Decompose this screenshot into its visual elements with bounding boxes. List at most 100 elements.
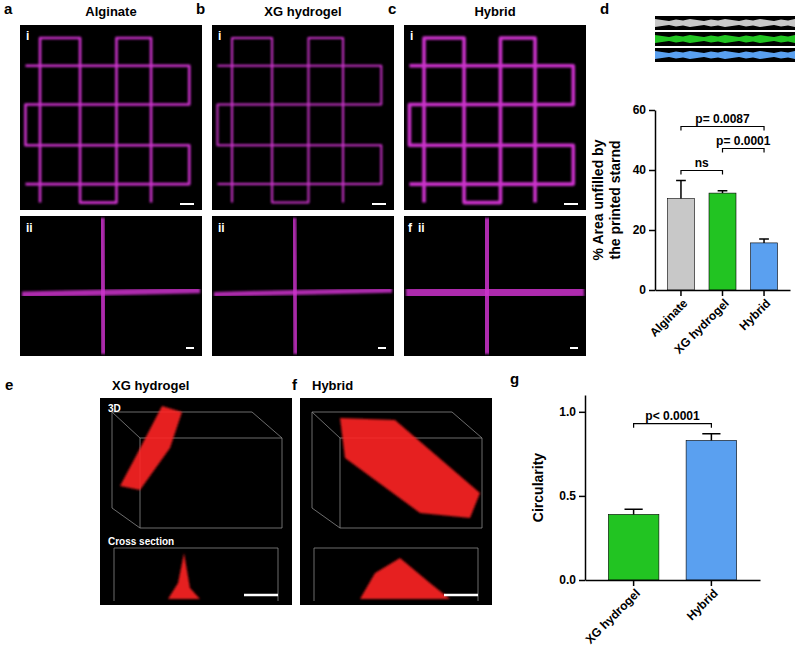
- y-axis: 0 20 40 60: [633, 103, 656, 297]
- volume-frame: [312, 508, 340, 528]
- significance-bracket: [723, 149, 765, 153]
- strand-image-background: [655, 16, 795, 30]
- printed-strand: [217, 66, 381, 184]
- tick-label: 20: [633, 223, 647, 237]
- scale-bar: [444, 594, 478, 597]
- significance-bracket: [634, 424, 712, 428]
- panel-letter: e: [5, 376, 13, 393]
- tick: 0: [639, 283, 655, 297]
- panel-a: aAlginateiii: [4, 0, 202, 356]
- volume-frame: [452, 412, 482, 438]
- annotation: ns: [695, 156, 709, 170]
- tick-mark: [722, 290, 724, 296]
- bar: [709, 193, 736, 290]
- tick: 20: [633, 223, 655, 237]
- chart: g0.00.51.0XG hydrogelHybridCircularityp<…: [510, 370, 761, 647]
- tick: 0.0: [559, 573, 585, 587]
- micrograph-background: [404, 216, 586, 356]
- volume-frame: [478, 548, 479, 601]
- tick: Hybrid: [684, 580, 721, 623]
- bar: [751, 243, 778, 290]
- strand-volume: [120, 406, 182, 490]
- tick: 40: [633, 163, 655, 177]
- volume-frame: [312, 412, 340, 438]
- strand-image: [655, 35, 795, 43]
- view-label: Cross section: [108, 536, 174, 547]
- volume-frame: [252, 412, 282, 438]
- tick-label: 0.0: [559, 573, 576, 587]
- volume-frame: [278, 548, 279, 601]
- axis-line: [655, 111, 657, 291]
- tick: Hybrid: [737, 290, 774, 333]
- strand-image: [655, 51, 795, 59]
- volume-frame: [314, 548, 315, 601]
- strand-volume: [340, 418, 480, 518]
- tick: XG hydrogel: [583, 580, 643, 647]
- volume-frame: [112, 412, 113, 508]
- scale-bar: [244, 594, 278, 597]
- tick-mark: [579, 412, 585, 414]
- volume-frame: [312, 412, 313, 508]
- printed-strand: [406, 290, 584, 294]
- micrograph-background: [404, 25, 586, 210]
- sub-label: ii: [218, 221, 225, 235]
- sub-label: i: [26, 29, 29, 43]
- volume-frame: [112, 508, 140, 528]
- axis-line: [585, 396, 587, 581]
- view-label: 3D: [108, 403, 121, 414]
- panel-title: Alginate: [85, 4, 136, 19]
- strand-image-background: [655, 48, 795, 62]
- axis-title: Circularity: [530, 453, 546, 522]
- tick-label: 60: [633, 103, 647, 117]
- plot-marks: [667, 181, 777, 291]
- volume-frame: [482, 438, 483, 528]
- bar: [667, 199, 694, 291]
- tick-label: 1.0: [559, 405, 576, 419]
- error-bar: [718, 191, 728, 193]
- tick: Alginate: [647, 290, 691, 340]
- error-bar: [625, 509, 643, 514]
- panel-letter: g: [510, 370, 519, 387]
- volume-frame: [114, 548, 115, 601]
- scale-bar: [570, 347, 578, 349]
- tick-label: 40: [633, 163, 647, 177]
- chart: d0204060AlginateXG hydrogelHybrid% Area …: [590, 0, 791, 357]
- panel-f: fHybrid: [292, 376, 492, 605]
- panel-title: Hybrid: [312, 378, 353, 393]
- scale-bar: [186, 347, 194, 349]
- sub-label: i: [410, 29, 413, 43]
- tick-mark: [633, 580, 635, 586]
- printed-strand: [40, 38, 151, 203]
- panel-title: XG hydrogel: [264, 4, 341, 19]
- printed-strand: [25, 66, 189, 184]
- x-axis: XG hydrogel Hybrid: [583, 580, 761, 647]
- bar: [608, 514, 659, 580]
- sub-label: i: [218, 29, 221, 43]
- annotation: p= 0.0001: [716, 134, 771, 148]
- micrograph-background: [100, 398, 292, 605]
- panel-d-images: [655, 16, 795, 62]
- annotation: p= 0.0087: [695, 112, 750, 126]
- volume-frame: [340, 438, 341, 528]
- panel-letter: c: [388, 0, 396, 17]
- volume-frame: [282, 438, 283, 528]
- printed-strand: [214, 290, 392, 294]
- panel-title: XG hydrogel: [112, 378, 189, 393]
- bar: [686, 440, 737, 580]
- tick-mark: [579, 496, 585, 498]
- tick-label: XG hydrogel: [583, 586, 643, 646]
- printed-strand: [409, 66, 573, 184]
- significance-bracket: [681, 171, 723, 175]
- volume-frame: [112, 412, 140, 438]
- scale-bar: [564, 203, 578, 205]
- scale-bar: [180, 203, 194, 205]
- tick: 60: [633, 103, 655, 117]
- volume-frame: [314, 548, 478, 549]
- printed-strand: [424, 38, 535, 203]
- tick-label: Hybrid: [737, 296, 774, 333]
- sub-label: ii: [418, 221, 425, 235]
- printed-strand: [102, 218, 104, 354]
- tick-label: XG hydrogel: [671, 296, 731, 356]
- panel-b: bXG hydrogeliii: [196, 0, 394, 356]
- tick-mark: [763, 290, 765, 296]
